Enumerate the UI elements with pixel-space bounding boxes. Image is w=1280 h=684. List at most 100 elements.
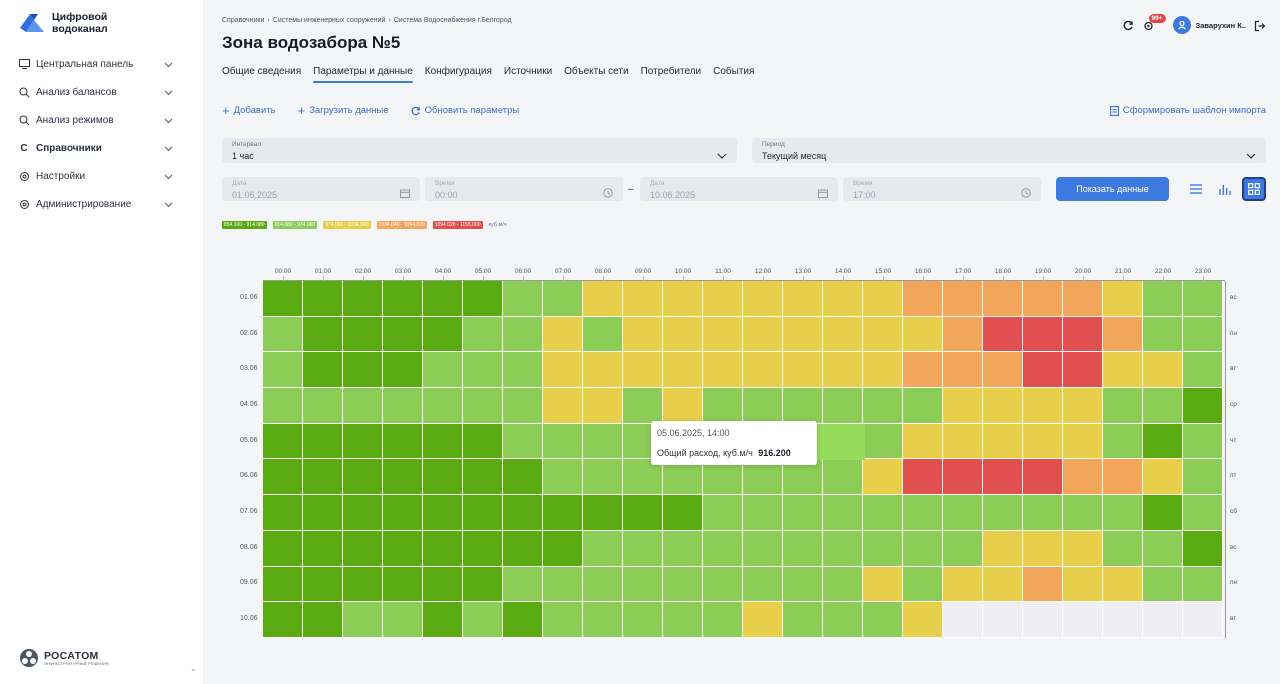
heatmap-cell[interactable]	[263, 423, 303, 460]
heatmap-cell[interactable]	[503, 566, 543, 603]
heatmap-cell[interactable]	[1183, 566, 1223, 603]
heatmap-cell[interactable]	[743, 352, 783, 389]
heatmap-cell[interactable]	[423, 281, 463, 317]
heatmap-cell[interactable]	[503, 459, 543, 496]
heatmap-cell[interactable]	[503, 352, 543, 389]
heatmap-cell[interactable]	[943, 602, 983, 638]
heatmap-cell[interactable]	[1143, 495, 1183, 531]
heatmap-cell[interactable]	[1063, 352, 1103, 389]
user-name[interactable]: Заварухин К..	[1195, 20, 1246, 30]
heatmap-cell[interactable]	[943, 423, 983, 460]
heatmap-cell[interactable]	[343, 316, 383, 353]
heatmap-cell[interactable]	[423, 459, 463, 496]
heatmap-cell[interactable]	[383, 495, 423, 531]
heatmap-cell[interactable]	[503, 316, 543, 353]
heatmap-cell[interactable]	[623, 316, 663, 353]
heatmap-cell[interactable]	[823, 352, 863, 389]
heatmap-cell[interactable]	[543, 423, 583, 460]
heatmap-cell[interactable]	[783, 388, 823, 424]
heatmap-cell[interactable]	[463, 423, 503, 460]
heatmap-cell[interactable]	[903, 530, 943, 567]
heatmap-cell[interactable]	[1103, 530, 1143, 567]
date-to-field[interactable]: Дата 10.06.2025	[640, 177, 838, 201]
heatmap-cell[interactable]	[1183, 423, 1223, 460]
heatmap-cell[interactable]	[383, 316, 423, 353]
heatmap-cell[interactable]	[1143, 423, 1183, 460]
heatmap-cell[interactable]	[1183, 388, 1223, 424]
heatmap-cell[interactable]	[303, 495, 343, 531]
heatmap-cell[interactable]	[463, 316, 503, 353]
heatmap-cell[interactable]	[1023, 423, 1063, 460]
heatmap-cell[interactable]	[1023, 316, 1063, 353]
heatmap-cell[interactable]	[463, 495, 503, 531]
heatmap-cell[interactable]	[383, 281, 423, 317]
heatmap-cell[interactable]	[1143, 602, 1183, 638]
heatmap-cell[interactable]	[863, 602, 903, 638]
list-view-button[interactable]	[1184, 177, 1208, 201]
refresh-parameters-button[interactable]: Обновить параметры	[411, 105, 519, 116]
calendar-icon[interactable]	[400, 185, 410, 203]
heatmap-cell[interactable]	[543, 530, 583, 567]
heatmap-cell[interactable]	[903, 316, 943, 353]
heatmap-cell[interactable]	[463, 352, 503, 389]
heatmap-cell[interactable]	[863, 316, 903, 353]
refresh-icon[interactable]	[1121, 17, 1137, 33]
heatmap-cell[interactable]	[863, 423, 903, 460]
heatmap-cell[interactable]	[343, 281, 383, 317]
tab-parameters-data[interactable]: Параметры и данные	[313, 66, 413, 83]
heatmap-cell[interactable]	[943, 459, 983, 496]
heatmap-cell[interactable]	[943, 530, 983, 567]
upload-data-button[interactable]: + Загрузить данные	[298, 104, 389, 117]
heatmap-cell[interactable]	[863, 530, 903, 567]
heatmap-cell[interactable]	[903, 388, 943, 424]
heatmap-cell[interactable]	[583, 281, 623, 317]
heatmap-cell[interactable]	[903, 566, 943, 603]
heatmap-cell[interactable]	[303, 352, 343, 389]
heatmap-cell[interactable]	[943, 352, 983, 389]
avatar[interactable]	[1172, 16, 1191, 34]
sidebar-item-central-panel[interactable]: Центральная панель	[0, 50, 203, 78]
heatmap-cell[interactable]	[943, 281, 983, 317]
period-select[interactable]: Период Текущий месяц	[752, 138, 1266, 163]
heatmap-cell[interactable]	[423, 495, 463, 531]
heatmap-cell[interactable]	[983, 602, 1023, 638]
heatmap-cell[interactable]	[383, 423, 423, 460]
sidebar-item-balance-analysis[interactable]: Анализ балансов	[0, 78, 203, 106]
heatmap-cell[interactable]	[303, 459, 343, 496]
heatmap-cell[interactable]	[863, 281, 903, 317]
heatmap-cell[interactable]	[823, 316, 863, 353]
tab-sources[interactable]: Источники	[503, 66, 553, 77]
heatmap-cell[interactable]	[1143, 388, 1183, 424]
heatmap-cell[interactable]	[463, 388, 503, 424]
heatmap-cell[interactable]	[383, 388, 423, 424]
heatmap-cell[interactable]	[663, 352, 703, 389]
heatmap-cell[interactable]	[383, 566, 423, 603]
heatmap-cell[interactable]	[503, 602, 543, 638]
heatmap-cell[interactable]	[623, 602, 663, 638]
heatmap-cell[interactable]	[703, 281, 743, 317]
heatmap-cell[interactable]	[623, 566, 663, 603]
heatmap-cell[interactable]	[383, 352, 423, 389]
heatmap-cell[interactable]	[863, 495, 903, 531]
heatmap-cell[interactable]	[1103, 459, 1143, 496]
heatmap-cell[interactable]	[863, 566, 903, 603]
heatmap-cell[interactable]	[903, 423, 943, 460]
heatmap-cell[interactable]	[1103, 566, 1143, 603]
heatmap-cell[interactable]	[703, 495, 743, 531]
time-from-field[interactable]: Время 00:00	[425, 177, 623, 201]
heatmap-cell[interactable]	[703, 566, 743, 603]
heatmap-cell[interactable]	[303, 602, 343, 638]
heatmap-cell[interactable]	[1183, 602, 1223, 638]
heatmap-cell[interactable]	[623, 495, 663, 531]
heatmap-cell[interactable]	[383, 530, 423, 567]
heatmap-cell[interactable]	[1103, 423, 1143, 460]
heatmap-cell[interactable]	[943, 316, 983, 353]
heatmap-cell[interactable]	[1023, 495, 1063, 531]
heatmap-cell[interactable]	[543, 281, 583, 317]
heatmap-cell[interactable]	[1023, 566, 1063, 603]
heatmap-cell[interactable]	[423, 530, 463, 567]
heatmap-cell[interactable]	[823, 530, 863, 567]
heatmap-cell[interactable]	[943, 495, 983, 531]
heatmap-cell[interactable]	[303, 281, 343, 317]
heatmap-cell[interactable]	[983, 352, 1023, 389]
